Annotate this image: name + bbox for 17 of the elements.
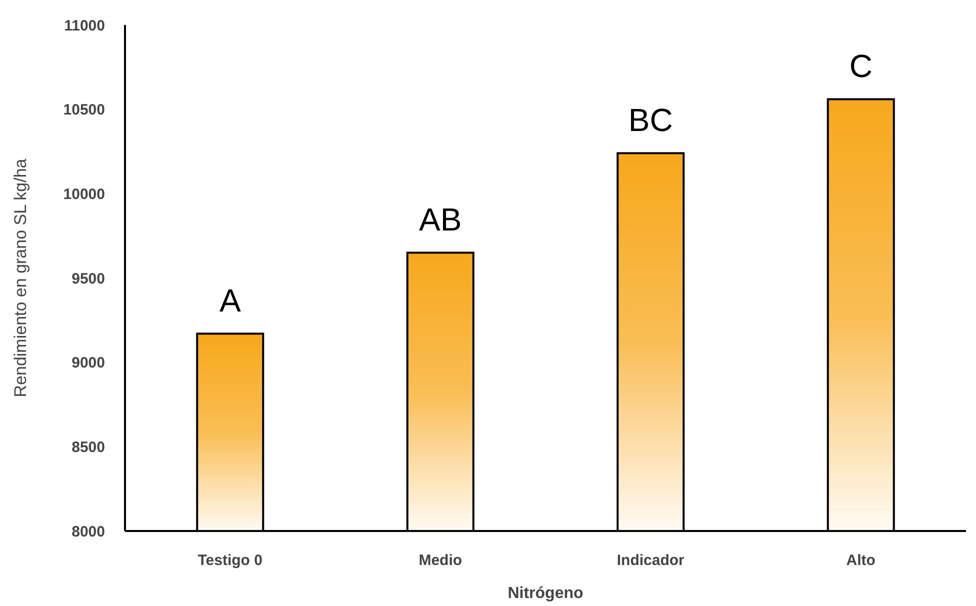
x-tick-label: Testigo 0 <box>198 552 262 569</box>
annotation: AB <box>419 202 462 238</box>
y-axis-title: Rendimiento en grano SL kg/ha <box>11 158 30 398</box>
y-tick-label: 8500 <box>72 438 105 456</box>
y-tick-label: 9500 <box>72 270 105 288</box>
x-tick-label: Alto <box>846 552 876 569</box>
annotation: A <box>219 282 242 319</box>
y-tick-label: 9000 <box>72 354 105 372</box>
x-tick-label: Indicador <box>616 552 685 569</box>
y-tick-label: 8000 <box>72 523 105 540</box>
x-axis-title: Nitrógeno <box>508 585 584 602</box>
annotation: C <box>849 48 872 84</box>
annotation: BC <box>628 102 673 138</box>
y-tick-label: 11000 <box>64 17 105 34</box>
y-tick-label: 10500 <box>63 102 105 119</box>
y-tick-label: 10000 <box>63 186 105 203</box>
x-tick-label: Medio <box>418 552 462 569</box>
